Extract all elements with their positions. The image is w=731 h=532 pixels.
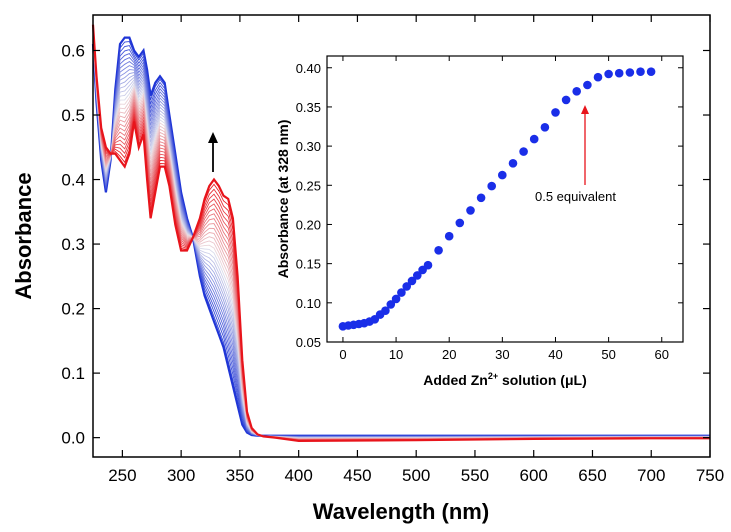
x-tick-label: 750 (696, 466, 724, 485)
data-point (391, 294, 401, 304)
equivalence-annotation: 0.5 equivalent (535, 105, 616, 204)
inset-y-tick-label: 0.20 (296, 217, 321, 232)
data-point (476, 193, 486, 203)
x-tick-label: 250 (108, 466, 136, 485)
arrow-head (208, 132, 218, 143)
x-tick-label: 500 (402, 466, 430, 485)
data-point (466, 206, 475, 215)
data-point (540, 123, 550, 132)
data-point (646, 67, 656, 76)
main-axes-ticks (93, 15, 711, 457)
inset-y-tick-label: 0.05 (296, 335, 321, 350)
spectrum-line-30 (91, 24, 710, 443)
inset-y-tick-label: 0.40 (296, 61, 321, 76)
data-point (551, 108, 560, 117)
data-point (423, 260, 433, 270)
data-point (614, 68, 624, 78)
y-tick-label: 0.3 (61, 235, 85, 254)
data-point (402, 282, 412, 291)
inset-x-tick-labels: 0 10 20 30 40 50 60 (339, 347, 669, 362)
inset-y-tick-label: 0.30 (296, 139, 321, 154)
data-point (386, 300, 396, 309)
inset-x-axis-title-main: Added Zn (423, 372, 488, 388)
data-point (508, 159, 518, 168)
equivalence-arrow-head (581, 105, 589, 114)
inset-y-tick-labels: 0.05 0.10 0.15 0.20 0.25 0.30 0.35 0.40 (296, 61, 321, 350)
inset-y-tick-label: 0.35 (296, 100, 321, 115)
inset-plot-frame (326, 55, 684, 343)
data-point (455, 218, 465, 228)
inset-x-tick-label: 30 (495, 347, 509, 362)
inset-x-tick-label: 0 (339, 347, 346, 362)
data-point (593, 72, 603, 82)
data-point (407, 276, 417, 286)
x-tick-label: 400 (284, 466, 312, 485)
data-point (434, 246, 443, 255)
y-tick-label: 0.6 (61, 41, 85, 60)
y-tick-label: 0.0 (61, 429, 85, 448)
y-axis-title: Absorbance (11, 172, 36, 299)
data-point (561, 95, 571, 105)
spectra-layer (91, 24, 710, 443)
y-tick-label: 0.4 (61, 171, 85, 190)
inset-y-axis-title: Absorbance (at 328 nm) (275, 120, 291, 279)
x-tick-label: 600 (520, 466, 548, 485)
data-point (583, 80, 592, 90)
y-tick-label: 0.1 (61, 364, 85, 383)
inset-x-tick-label: 10 (389, 347, 403, 362)
data-point (397, 288, 406, 297)
inset-background (327, 56, 683, 342)
data-point (498, 170, 507, 180)
inset-scatter-points (338, 67, 656, 331)
inset-x-tick-label: 20 (442, 347, 456, 362)
y-tick-label: 0.2 (61, 300, 85, 319)
inset-x-tick-label: 60 (655, 347, 669, 362)
inset-y-tick-label: 0.10 (296, 296, 321, 311)
data-point (636, 67, 645, 76)
data-point (487, 181, 497, 191)
inset-x-axis-title: Added Zn2+ solution (μL) (423, 371, 586, 388)
x-tick-label: 350 (226, 466, 254, 485)
data-point (444, 231, 454, 241)
inset-x-axis-title-tail: solution (μL) (498, 372, 587, 388)
x-axis-title: Wavelength (nm) (313, 499, 489, 524)
data-point (519, 147, 528, 156)
x-tick-label: 450 (343, 466, 371, 485)
x-tick-label: 700 (637, 466, 665, 485)
inset-x-axis-title-sup: 2+ (488, 371, 498, 381)
inset-axes-ticks (327, 56, 683, 343)
increase-arrow (208, 132, 218, 172)
inset-y-tick-label: 0.15 (296, 257, 321, 272)
inset-x-tick-label: 50 (601, 347, 615, 362)
inset-x-tick-label: 40 (548, 347, 562, 362)
data-point (529, 134, 539, 144)
main-plot-frame (92, 14, 711, 458)
inset-y-tick-label: 0.25 (296, 178, 321, 193)
x-tick-label: 550 (461, 466, 489, 485)
y-tick-label: 0.5 (61, 106, 85, 125)
data-point (625, 68, 635, 77)
equivalence-label: 0.5 equivalent (535, 189, 616, 204)
main-x-tick-labels: 250 300 350 400 450 500 550 600 650 700 750 (108, 466, 724, 485)
data-point (572, 87, 581, 96)
x-tick-label: 650 (578, 466, 606, 485)
main-y-tick-labels: 0.0 0.1 0.2 0.3 0.4 0.5 0.6 (61, 41, 85, 447)
data-point (381, 306, 390, 316)
x-tick-label: 300 (167, 466, 195, 485)
data-point (604, 69, 613, 79)
data-point (413, 271, 422, 280)
